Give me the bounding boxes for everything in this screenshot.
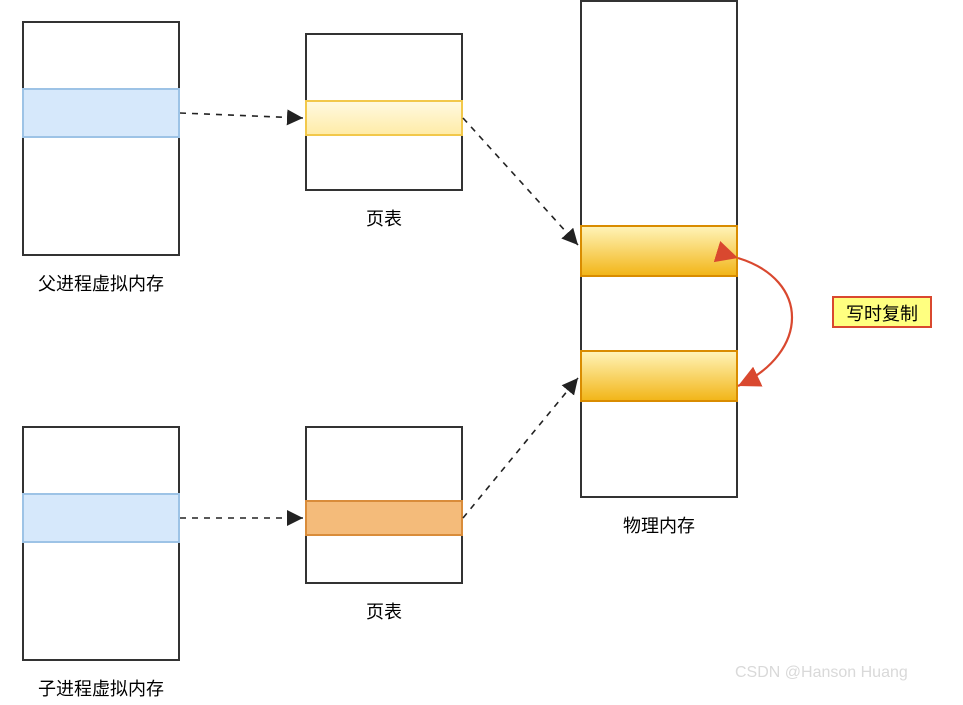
arrow-cow-curve [738,258,792,386]
cow-badge: 写时复制 [832,296,932,328]
phys-mem-slot-top [580,225,738,277]
arrow-pt-to-phys-bottom [463,378,578,518]
watermark: CSDN @Hanson Huang [735,664,908,682]
phys-mem-label: 物理内存 [580,512,738,538]
page-table-top-stripe [305,100,463,136]
child-vm-label: 子进程虚拟内存 [22,675,180,701]
phys-mem-slot-bottom [580,350,738,402]
child-vm-box [22,426,180,661]
page-table-bottom-label: 页表 [305,598,463,624]
child-vm-stripe [22,493,180,543]
arrow-parent-to-pt [180,113,303,118]
page-table-bottom-stripe [305,500,463,536]
arrow-pt-to-phys-top [463,118,578,245]
parent-vm-label: 父进程虚拟内存 [22,270,180,296]
parent-vm-stripe [22,88,180,138]
page-table-top-label: 页表 [305,205,463,231]
parent-vm-box [22,21,180,256]
